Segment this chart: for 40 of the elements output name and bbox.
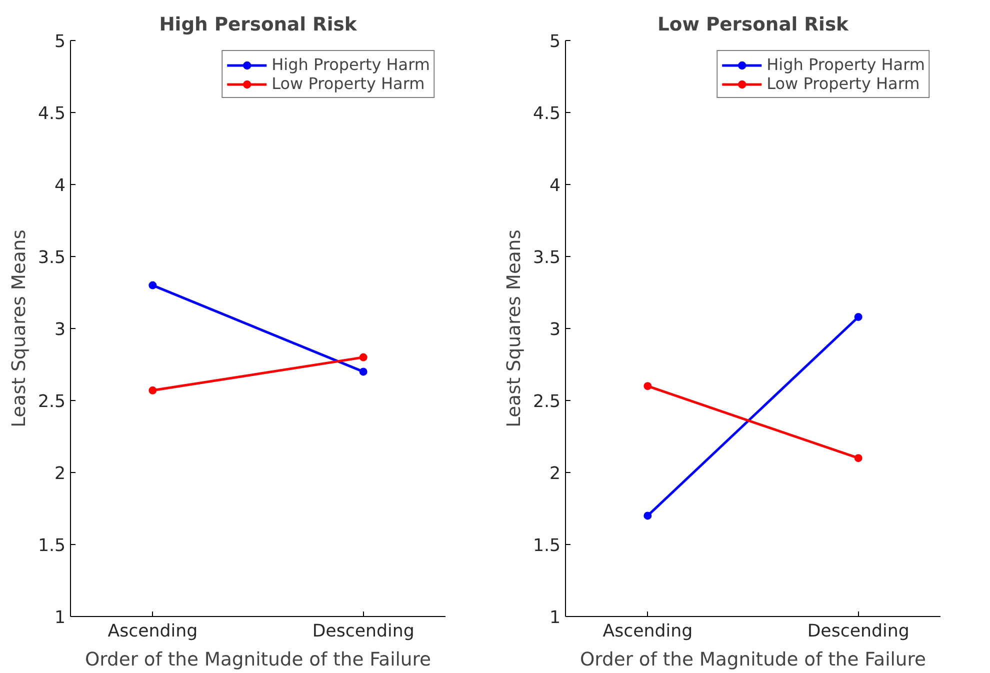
point	[148, 386, 157, 394]
point	[148, 281, 157, 290]
y-tick-label: 1	[549, 608, 561, 628]
x-tick-label: Descending	[312, 622, 414, 642]
y-tick-label: 4.5	[532, 104, 561, 124]
point	[854, 312, 862, 321]
y-tick-label: 1.5	[532, 536, 561, 556]
point	[854, 454, 862, 462]
y-tick-label: 4.5	[38, 104, 66, 124]
y-tick-label: 3	[549, 320, 561, 340]
y-tick-label: 2.5	[532, 392, 561, 412]
y-tick-label: 3	[54, 320, 66, 340]
y-tick-label: 2	[54, 464, 66, 484]
y-axis-title: Least Squares Means	[504, 230, 525, 428]
y-tick-label: 1	[54, 608, 66, 628]
point	[644, 512, 652, 520]
x-axis-title: Order of the Magnitude of the Failure	[84, 650, 432, 670]
legend-label: High Property Harm	[272, 55, 430, 74]
y-tick-label: 5	[549, 32, 561, 52]
y-tick-label: 1.5	[38, 536, 66, 556]
chart-title: Low Personal Risk	[658, 14, 850, 36]
point	[359, 353, 368, 362]
point	[359, 368, 368, 376]
x-tick-label: Descending	[807, 622, 910, 642]
x-tick-label: Ascending	[108, 622, 198, 642]
chart-title: High Personal Risk	[159, 14, 358, 36]
y-tick-label: 2.5	[38, 392, 66, 412]
legend-label: High Property Harm	[766, 55, 925, 74]
y-axis-title: Least Squares Means	[8, 230, 30, 428]
point	[644, 382, 652, 390]
y-tick-label: 3.5	[38, 248, 66, 268]
legend-label: Low Property Harm	[272, 74, 425, 93]
x-axis-title: Order of the Magnitude of the Failure	[580, 650, 926, 670]
y-tick-label: 4	[54, 176, 66, 196]
y-tick-label: 4	[549, 176, 561, 196]
y-tick-label: 2	[549, 464, 561, 484]
legend-label: Low Property Harm	[766, 74, 920, 93]
y-tick-label: 3.5	[532, 248, 561, 268]
x-tick-label: Ascending	[602, 622, 693, 642]
y-tick-label: 5	[54, 32, 66, 52]
